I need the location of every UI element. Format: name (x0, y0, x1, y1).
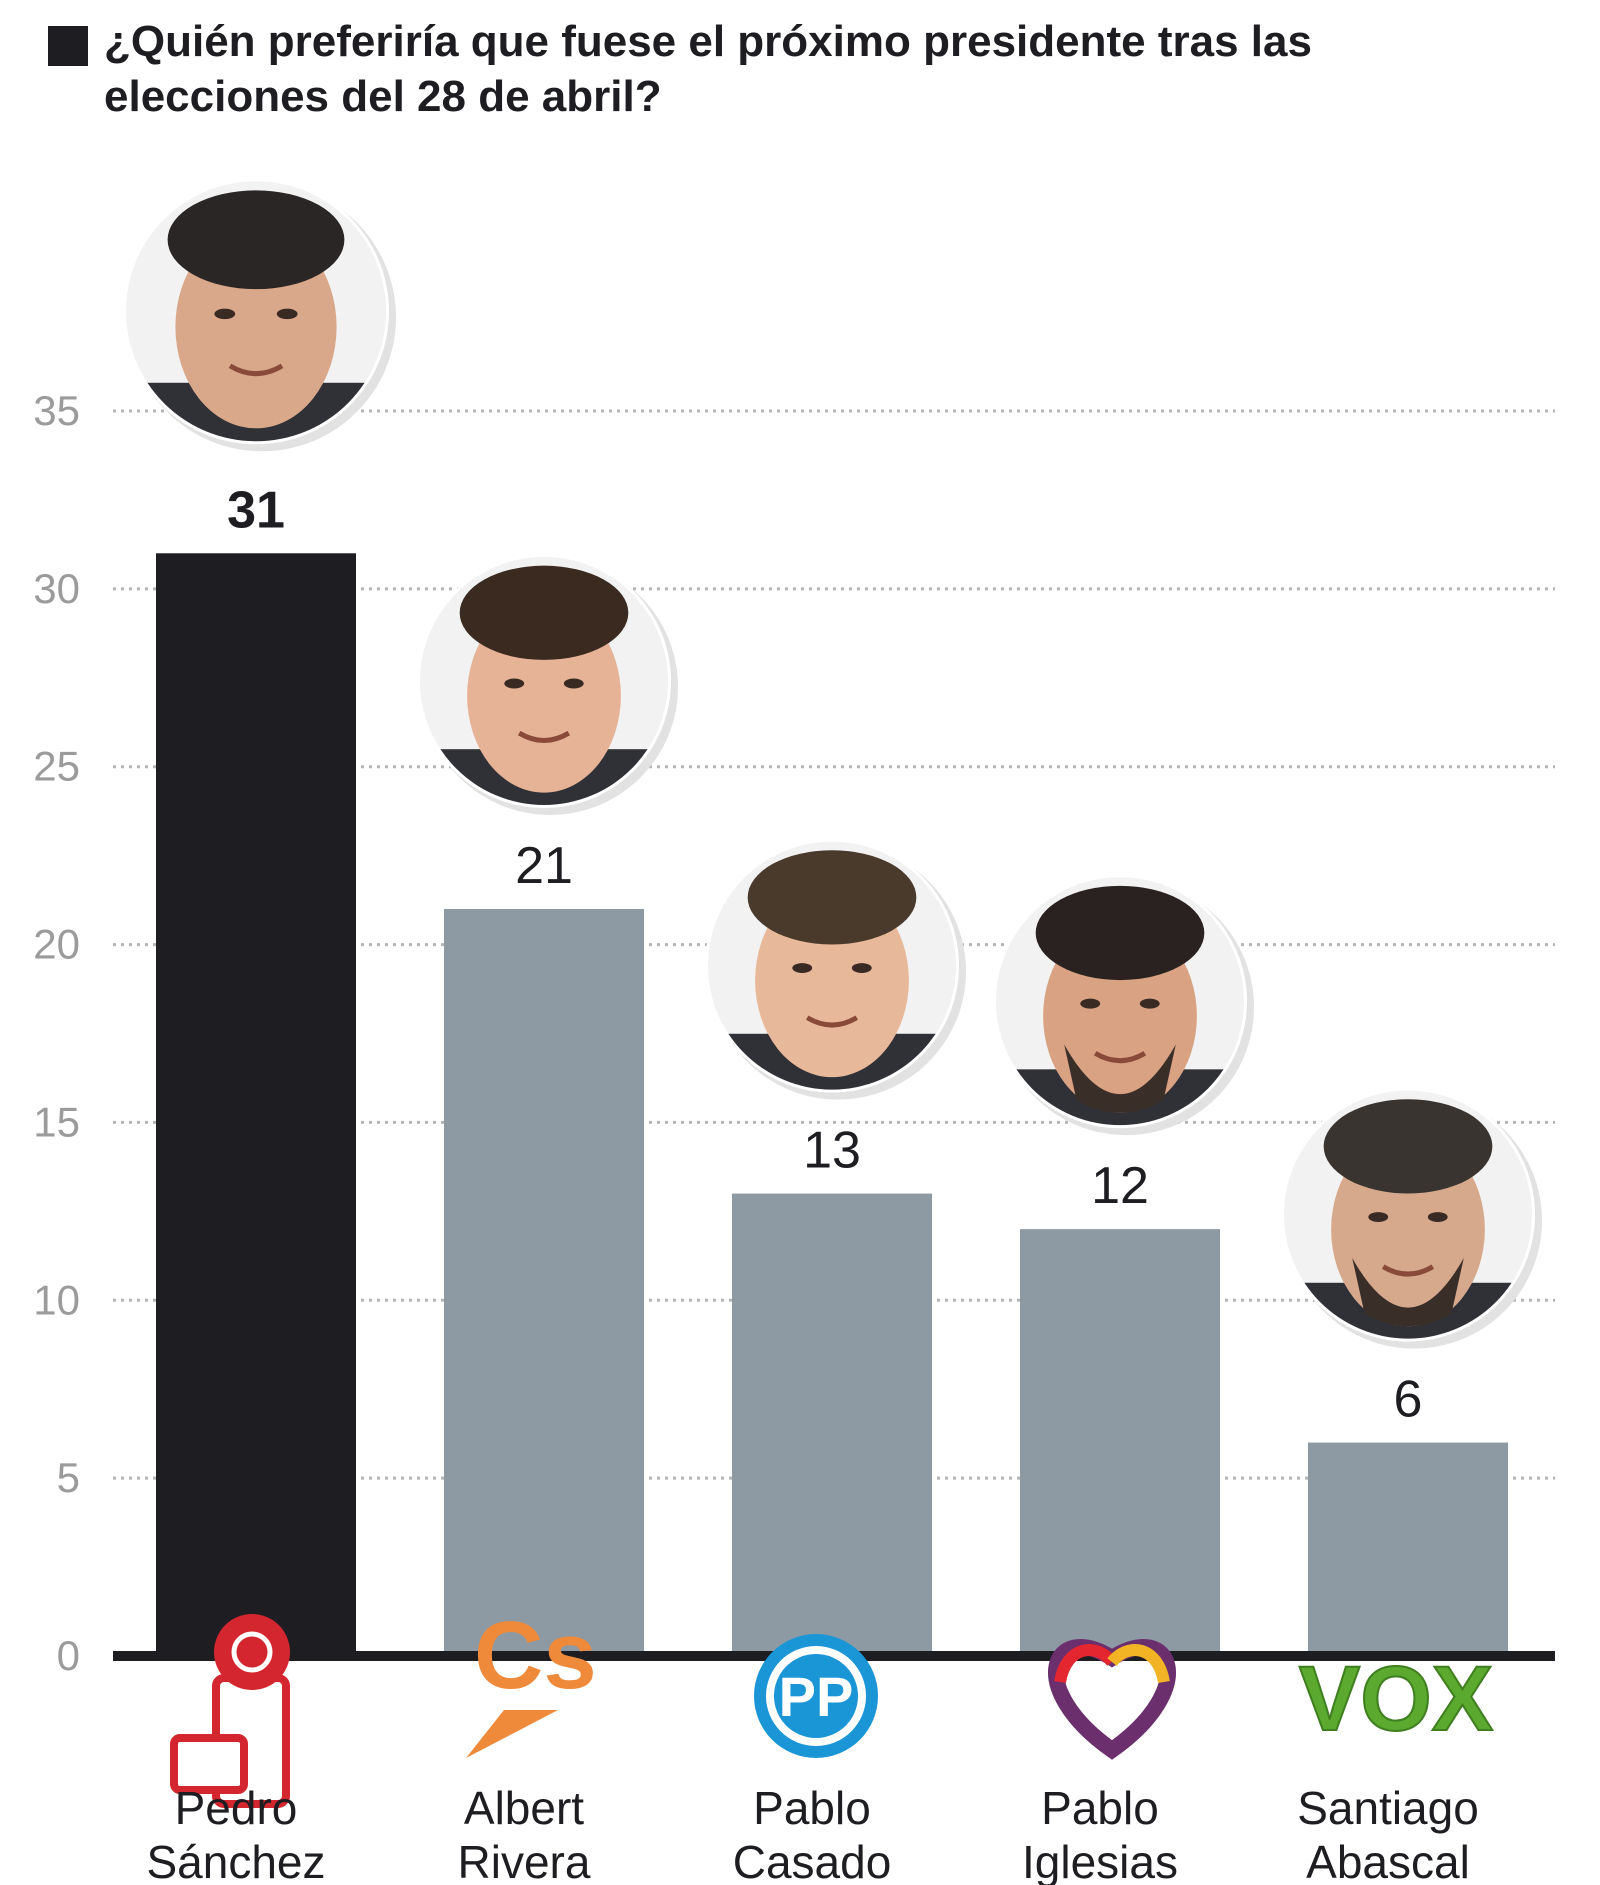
category-label-2-line-1: Casado (733, 1836, 892, 1885)
bar-0 (156, 553, 356, 1657)
portrait-image (708, 841, 956, 1090)
bar-1 (444, 909, 644, 1656)
portrait-eye-right (1139, 998, 1160, 1009)
portrait-eye-left (1368, 1212, 1389, 1223)
vox-logo: VOX (1298, 1647, 1494, 1751)
podemos-heart-red (1054, 1644, 1117, 1684)
data-label-3: 12 (1091, 1157, 1149, 1215)
portrait-image (420, 557, 668, 805)
category-label-1-line-0: Albert (464, 1782, 584, 1834)
y-tick-label-0: 0 (57, 1632, 80, 1679)
portrait-eye-left (504, 678, 525, 689)
portrait-hair (747, 850, 917, 945)
category-label-1-line-1: Rivera (458, 1836, 591, 1885)
psoe-rose-icon (170, 1614, 290, 1808)
portrait-hair (459, 565, 629, 660)
vox-logo-text: VOX (1299, 1648, 1493, 1750)
category-label-0-line-1: Sánchez (146, 1836, 325, 1885)
data-label-4: 6 (1394, 1371, 1423, 1429)
portrait-image (1284, 1090, 1532, 1339)
chart-title: ¿Quién preferiría que fuese el próximo p… (104, 17, 1312, 121)
portrait-santiago-abascal (1281, 1087, 1542, 1349)
category-label-2-line-0: Pablo (753, 1782, 871, 1834)
ciudadanos-cs-logo: Cs (466, 1602, 597, 1758)
category-label-3-line-1: Iglesias (1022, 1836, 1178, 1885)
title-square-icon (48, 26, 88, 66)
category-label-4-line-0: Santiago (1297, 1782, 1479, 1834)
portrait-eye-right (851, 963, 872, 974)
portrait-mouth (228, 363, 284, 377)
psoe-rose (214, 1614, 290, 1690)
portrait-eye-left (214, 308, 236, 320)
pp-logo-text: PP (779, 1665, 854, 1728)
data-label-1: 21 (515, 837, 573, 895)
category-label-3-line-0: Pablo (1041, 1782, 1159, 1834)
portrait-eye-left (1080, 998, 1101, 1009)
bar-3 (1020, 1229, 1220, 1656)
portrait-mouth (1381, 1264, 1435, 1277)
portrait-eye-right (1427, 1212, 1448, 1223)
portrait-eye-left (792, 963, 813, 974)
cs-logo-triangle (466, 1710, 558, 1758)
psoe-rose-petal (231, 1631, 273, 1673)
portrait-image (126, 181, 386, 442)
y-tick-label-5: 5 (57, 1454, 80, 1501)
pp-logo-inner (774, 1654, 858, 1738)
portrait-albert-rivera (417, 554, 678, 815)
bar-2 (732, 1193, 932, 1656)
portrait-hair (167, 190, 345, 290)
portrait-pablo-iglesias (993, 874, 1254, 1136)
portrait-hair (1323, 1099, 1493, 1194)
data-label-0: 31 (227, 481, 285, 539)
category-label-0-line-0: Pedro (175, 1782, 298, 1834)
portrait-mouth (517, 730, 571, 744)
y-tick-label-30: 30 (33, 565, 80, 612)
y-tick-label-15: 15 (33, 1098, 80, 1145)
psoe-hand (170, 1734, 248, 1794)
podemos-heart-yellow (1107, 1644, 1170, 1684)
portrait-beard (1352, 1257, 1464, 1327)
portrait-hair (1035, 885, 1205, 981)
pp-logo: PP (754, 1634, 878, 1758)
cs-logo-text: Cs (474, 1602, 597, 1709)
y-tick-label-35: 35 (33, 387, 80, 434)
unidas-podemos-heart-logo (1048, 1639, 1176, 1760)
portrait-mouth (805, 1015, 859, 1028)
portrait-beard (1064, 1044, 1176, 1113)
y-tick-label-20: 20 (33, 921, 80, 968)
portrait-pedro-sanchez (123, 178, 396, 452)
portrait-pablo-casado (705, 838, 966, 1100)
bar-4 (1308, 1442, 1508, 1656)
data-label-2: 13 (803, 1122, 861, 1180)
y-tick-label-10: 10 (33, 1276, 80, 1323)
y-tick-label-25: 25 (33, 743, 80, 790)
portrait-eye-right (276, 308, 298, 320)
portrait-image (996, 877, 1244, 1126)
portrait-mouth (1093, 1051, 1147, 1064)
portrait-eye-right (563, 678, 584, 689)
category-label-4-line-1: Abascal (1306, 1836, 1470, 1885)
